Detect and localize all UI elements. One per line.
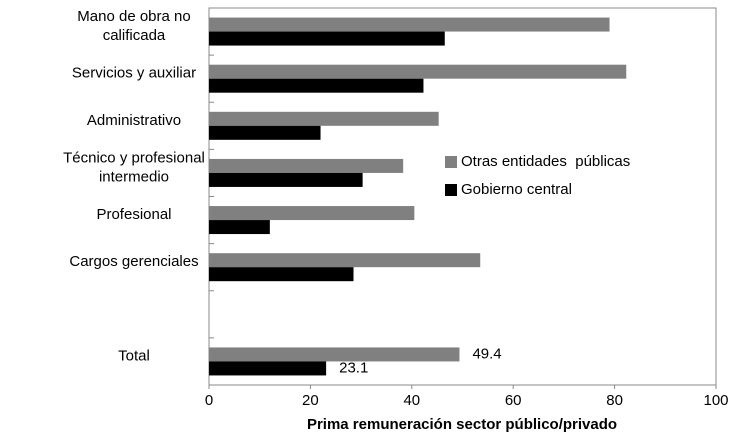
bar <box>209 125 321 140</box>
x-tick-label: 20 <box>302 392 319 409</box>
y-tick-label: Total <box>118 347 150 364</box>
bar <box>209 158 404 173</box>
x-tick-label: 0 <box>205 392 213 409</box>
legend-label: Otras entidades públicas <box>461 153 630 170</box>
y-tick-label: Profesional <box>96 206 171 223</box>
legend-swatch <box>445 156 457 168</box>
bar <box>209 220 270 235</box>
data-label: 23.1 <box>339 359 368 376</box>
bar <box>209 17 610 32</box>
bar <box>209 361 327 376</box>
bar <box>209 31 445 46</box>
bar <box>209 172 363 187</box>
y-tick-label: Técnico y profesional intermedio <box>63 149 205 185</box>
bar <box>209 78 424 93</box>
y-tick-label: Servicios y auxiliar <box>72 65 196 82</box>
bar <box>209 267 354 282</box>
x-tick-label: 40 <box>403 392 420 409</box>
data-label: 49.4 <box>472 345 501 362</box>
x-axis-title: Prima remuneración sector público/privad… <box>307 416 617 433</box>
bar <box>209 64 627 79</box>
legend-swatch <box>445 184 457 196</box>
bar <box>209 253 481 268</box>
bar <box>209 111 439 126</box>
bar <box>209 347 460 362</box>
y-tick-label: Mano de obra no calificada <box>77 8 190 44</box>
x-tick-label: 100 <box>703 392 728 409</box>
legend-label: Gobierno central <box>461 181 572 198</box>
x-tick-label: 80 <box>606 392 623 409</box>
y-tick-label: Cargos gerenciales <box>69 253 198 270</box>
y-tick-label: Administrativo <box>87 112 181 129</box>
bar <box>209 206 415 221</box>
x-tick-label: 60 <box>505 392 522 409</box>
